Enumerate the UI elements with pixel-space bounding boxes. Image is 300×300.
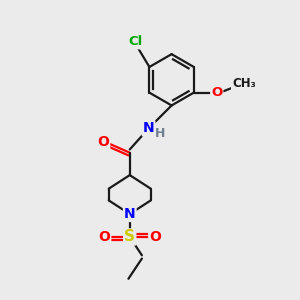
Text: O: O [149,230,161,244]
Text: O: O [98,135,109,149]
Text: CH₃: CH₃ [232,77,256,91]
Text: O: O [211,86,222,99]
Text: S: S [124,230,135,244]
Text: N: N [124,207,136,221]
Text: H: H [155,127,165,140]
Text: O: O [98,230,110,244]
Text: N: N [143,122,154,135]
Text: Cl: Cl [129,35,143,48]
